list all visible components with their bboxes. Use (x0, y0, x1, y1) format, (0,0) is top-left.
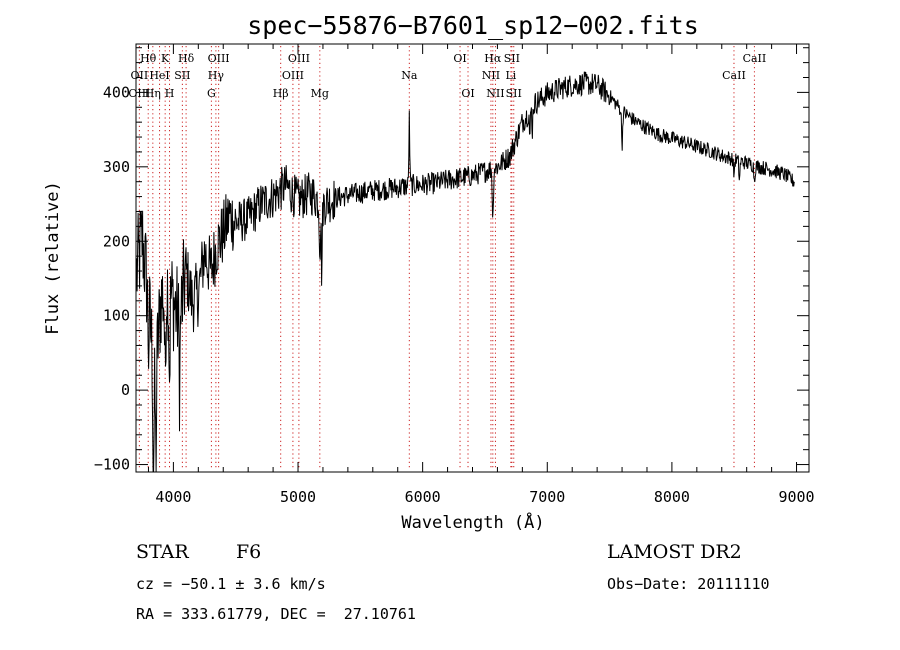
spectral-marker-label: CaII (743, 52, 767, 65)
x-tick-label: 5000 (280, 488, 316, 506)
x-tick-label: 4000 (155, 488, 191, 506)
spectral-marker-label: SII (174, 69, 190, 82)
spectral-marker-label: Mg (311, 87, 329, 100)
object-class: STAR (136, 541, 189, 563)
spectral-marker-lines (138, 46, 755, 470)
spectral-marker-label: OIII (128, 87, 150, 100)
chart-title: spec−55876−B7601_sp12−002.fits (247, 11, 699, 40)
spectral-marker-label: OIII (288, 52, 310, 65)
x-tick-label: 9000 (778, 488, 814, 506)
y-tick-label: −100 (94, 456, 130, 474)
y-tick-label: 300 (103, 158, 130, 176)
spectral-marker-label: CaII (722, 69, 746, 82)
spectral-marker-label: Hδ (178, 52, 195, 65)
spectral-marker-label: OIII (208, 52, 230, 65)
spectral-marker-label: NII (486, 87, 504, 100)
spectral-marker-label: HeI (149, 69, 169, 82)
spectral-marker-label: OI (461, 87, 474, 100)
plot-frame (135, 43, 810, 473)
redshift-readout: cz = −50.1 ± 3.6 km/s (136, 575, 326, 593)
x-tick-label: 8000 (654, 488, 690, 506)
spectral-marker-label: Hη (145, 87, 161, 100)
spectral-marker-label: Li (505, 69, 516, 82)
spectral-marker-label: G (207, 87, 216, 100)
y-tick-label: 400 (103, 83, 130, 101)
spectral-marker-label: H (165, 87, 175, 100)
y-tick-label: 200 (103, 232, 130, 250)
y-axis: −100 0 100 200 300 400 (94, 47, 809, 474)
survey-name: LAMOST DR2 (607, 541, 742, 563)
spectral-marker-label: SII (506, 87, 522, 100)
spectral-marker-label: Hβ (273, 87, 289, 100)
spectral-marker-label: Hα (484, 52, 502, 65)
obs-date-readout: Obs−Date: 20111110 (607, 575, 770, 593)
y-tick-label: 100 (103, 307, 130, 325)
y-tick-label: 0 (121, 381, 130, 399)
x-tick-label: 7000 (529, 488, 565, 506)
spectrum-line (136, 71, 795, 473)
coordinates-readout: RA = 333.61779, DEC = 27.10761 (136, 605, 416, 623)
spectral-marker-label: NII (482, 69, 500, 82)
x-axis: 4000 5000 6000 7000 8000 9000 (147, 44, 815, 506)
x-axis-label: Wavelength (Å) (401, 511, 544, 533)
spectral-marker-label: OIII (282, 69, 304, 82)
spectral-marker-label: OII (131, 69, 149, 82)
spectral-marker-label: SII (504, 52, 520, 65)
spectral-marker-label: OI (453, 52, 466, 65)
spectral-marker-label: Na (401, 69, 418, 82)
spectral-marker-label: Hγ (208, 69, 225, 82)
spectral-marker-label: Hθ (140, 52, 157, 65)
y-axis-label: Flux (relative) (43, 181, 63, 335)
x-tick-label: 6000 (405, 488, 441, 506)
object-subclass: F6 (236, 541, 262, 563)
spectral-marker-label: K (161, 52, 170, 65)
spectrum-series (136, 71, 795, 473)
